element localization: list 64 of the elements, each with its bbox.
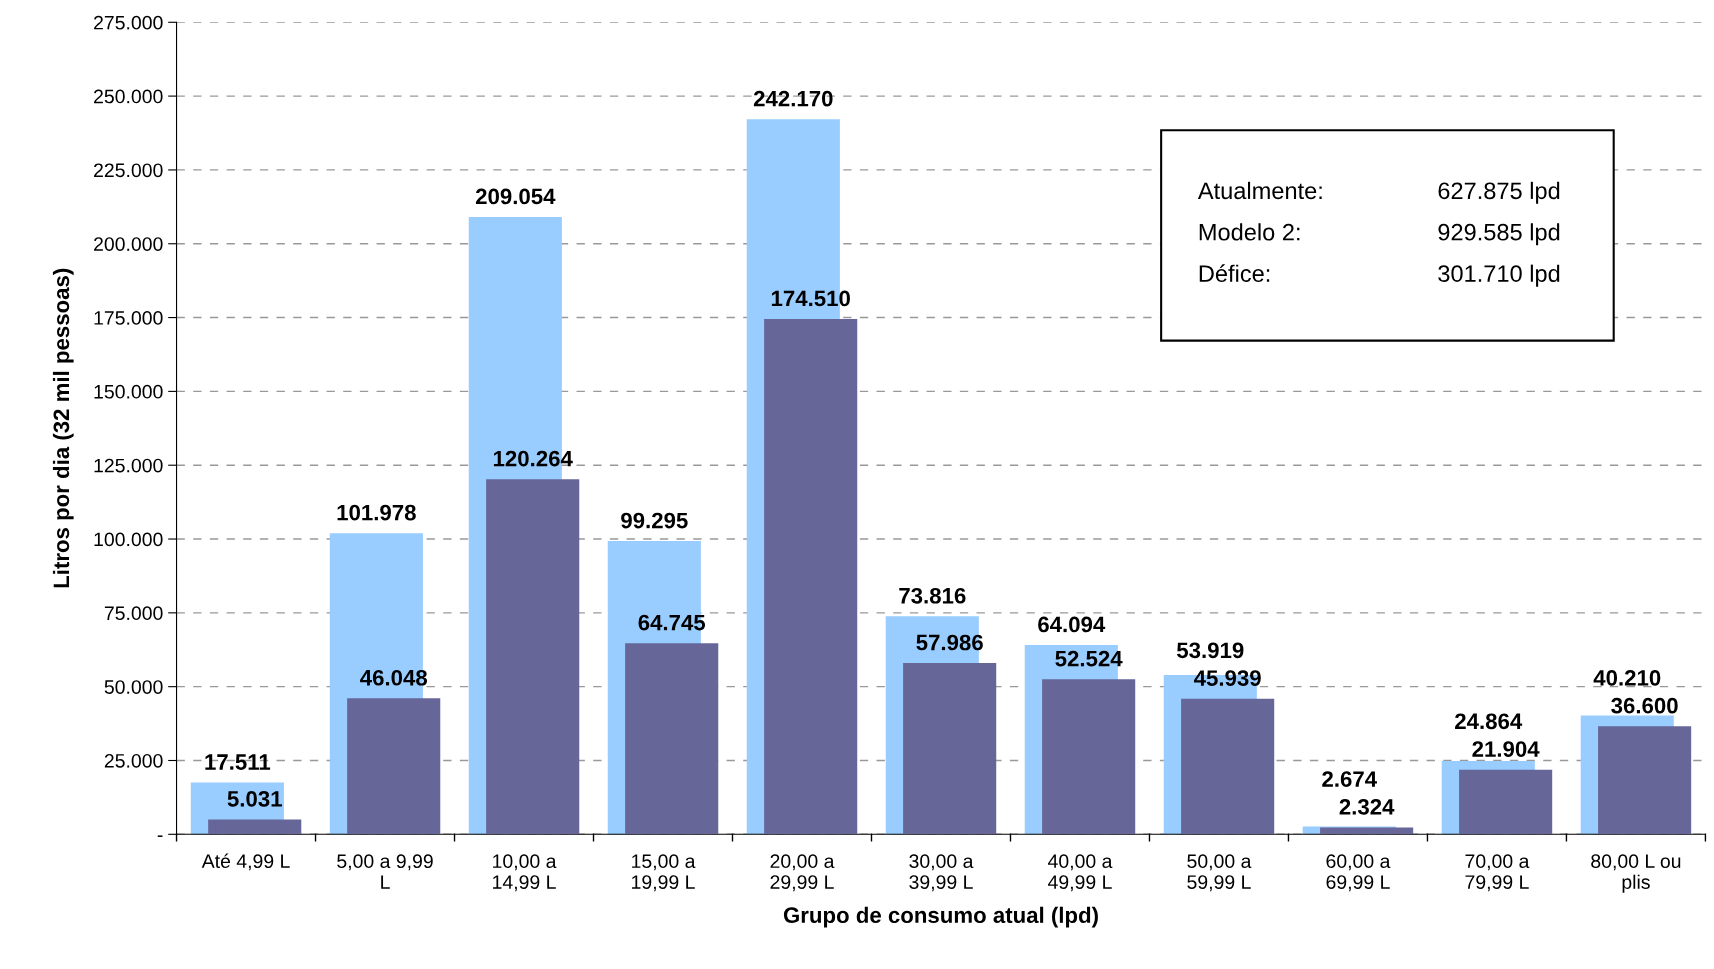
data-label: 101.978: [337, 504, 416, 521]
x-tick-label: 5,00 a 9,99 L: [337, 854, 433, 889]
bar: [1042, 679, 1136, 835]
y-tick-label: 125.000: [94, 458, 163, 473]
data-label: 36.600: [1611, 697, 1678, 714]
y-tick-label: 225.000: [94, 163, 163, 178]
y-tick-label: 200.000: [94, 237, 163, 251]
bar: [1320, 827, 1414, 835]
x-axis-title: Grupo de consumo atual (lpd): [783, 906, 1098, 928]
x-tick-label: 30,00 a 39,99 L: [909, 854, 974, 892]
data-label: 21.904: [1472, 741, 1540, 757]
data-label: 174.510: [771, 290, 850, 307]
x-tick-label: 50,00 a 59,99 L: [1187, 854, 1252, 892]
data-label: 242.170: [753, 90, 833, 107]
data-label: 57.986: [916, 634, 983, 651]
data-label: 73.816: [899, 587, 966, 604]
data-label: 2.324: [1339, 798, 1395, 815]
y-tick-label: 250.000: [94, 89, 163, 104]
annotation: Défice:: [1199, 264, 1270, 282]
data-label: 46.048: [360, 669, 428, 686]
data-label: 99.295: [621, 512, 688, 529]
data-label: 52.524: [1055, 650, 1123, 667]
annotation: Atualmente:: [1197, 181, 1322, 200]
data-label: 64.094: [1038, 616, 1106, 633]
bar: [486, 479, 580, 835]
data-label: 209.054: [475, 188, 556, 205]
annotation: 301.710 lpd: [1438, 264, 1560, 287]
data-label: 2.674: [1322, 771, 1377, 787]
bar: [903, 663, 997, 835]
data-label: 17.511: [205, 754, 271, 770]
data-label: 64.745: [638, 614, 706, 631]
y-tick-label: 75.000: [104, 606, 163, 621]
annotation: 627.875 lpd: [1438, 181, 1560, 204]
x-tick-label: 15,00 a 19,99 L: [632, 854, 696, 892]
bar: [1598, 726, 1692, 835]
bar: [625, 643, 719, 835]
y-tick-label: -: [157, 835, 163, 837]
data-label: 24.864: [1455, 713, 1523, 730]
y-tick-label: 100.000: [94, 532, 163, 547]
bar: [347, 698, 441, 835]
bar: [1459, 769, 1553, 835]
y-tick-label: 175.000: [94, 311, 163, 325]
y-tick-label: 150.000: [94, 384, 163, 399]
x-tick-label: 10,00 a 14,99 L: [493, 854, 557, 892]
x-tick-label: 40,00 a 49,99 L: [1047, 854, 1113, 892]
data-label: 53.919: [1176, 642, 1244, 659]
data-label: 45.939: [1194, 670, 1261, 686]
data-label: 40.210: [1593, 670, 1661, 686]
data-label: 120.264: [493, 450, 573, 467]
x-tick-label: 70,00 a 79,99 L: [1465, 854, 1530, 892]
x-tick-label: Até 4,99 L: [201, 853, 290, 871]
x-tick-label: 20,00 a 29,99 L: [770, 854, 835, 892]
data-label: 5.031: [227, 790, 282, 807]
bar: [764, 319, 858, 835]
bar: [1181, 698, 1275, 835]
y-tick-label: 50.000: [104, 680, 163, 694]
y-axis-title: Litros por dia (32 mil pessoas): [52, 268, 74, 588]
y-tick-label: 25.000: [104, 753, 163, 768]
annotation: 929.585 lpd: [1438, 223, 1560, 246]
annotation: Modelo 2:: [1199, 223, 1300, 241]
y-tick-label: 275.000: [94, 15, 163, 30]
bar: [208, 819, 302, 835]
x-tick-label: 80,00 L ou plis: [1591, 854, 1681, 893]
x-tick-label: 60,00 a 69,99 L: [1326, 854, 1391, 892]
